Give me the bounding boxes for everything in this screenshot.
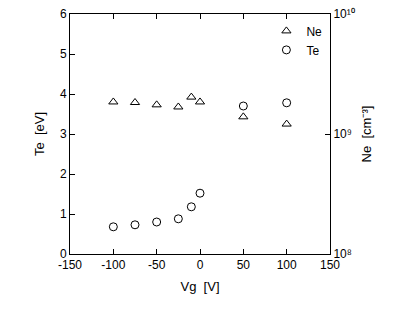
svg-text:5: 5 bbox=[60, 47, 67, 61]
svg-text:10⁹: 10⁹ bbox=[333, 127, 352, 141]
svg-text:Vg [V]: Vg [V] bbox=[180, 279, 219, 294]
svg-text:Ne [cm⁻³]: Ne [cm⁻³] bbox=[359, 106, 374, 163]
svg-text:6: 6 bbox=[60, 7, 67, 21]
svg-text:3: 3 bbox=[60, 127, 67, 141]
svg-text:4: 4 bbox=[60, 87, 67, 101]
svg-text:Ne: Ne bbox=[306, 25, 322, 39]
svg-text:-100: -100 bbox=[101, 258, 125, 272]
svg-text:10⁸: 10⁸ bbox=[333, 247, 351, 261]
svg-text:10¹⁰: 10¹⁰ bbox=[333, 7, 354, 21]
svg-text:1: 1 bbox=[60, 207, 67, 221]
svg-text:2: 2 bbox=[60, 167, 67, 181]
svg-text:150: 150 bbox=[320, 258, 340, 272]
svg-text:Te: Te bbox=[306, 44, 319, 58]
svg-text:-50: -50 bbox=[148, 258, 166, 272]
svg-text:50: 50 bbox=[237, 258, 251, 272]
svg-text:Te [eV]: Te [eV] bbox=[32, 112, 47, 156]
svg-text:0: 0 bbox=[60, 247, 67, 261]
svg-text:-150: -150 bbox=[58, 258, 82, 272]
svg-text:0: 0 bbox=[197, 258, 204, 272]
svg-text:100: 100 bbox=[277, 258, 297, 272]
